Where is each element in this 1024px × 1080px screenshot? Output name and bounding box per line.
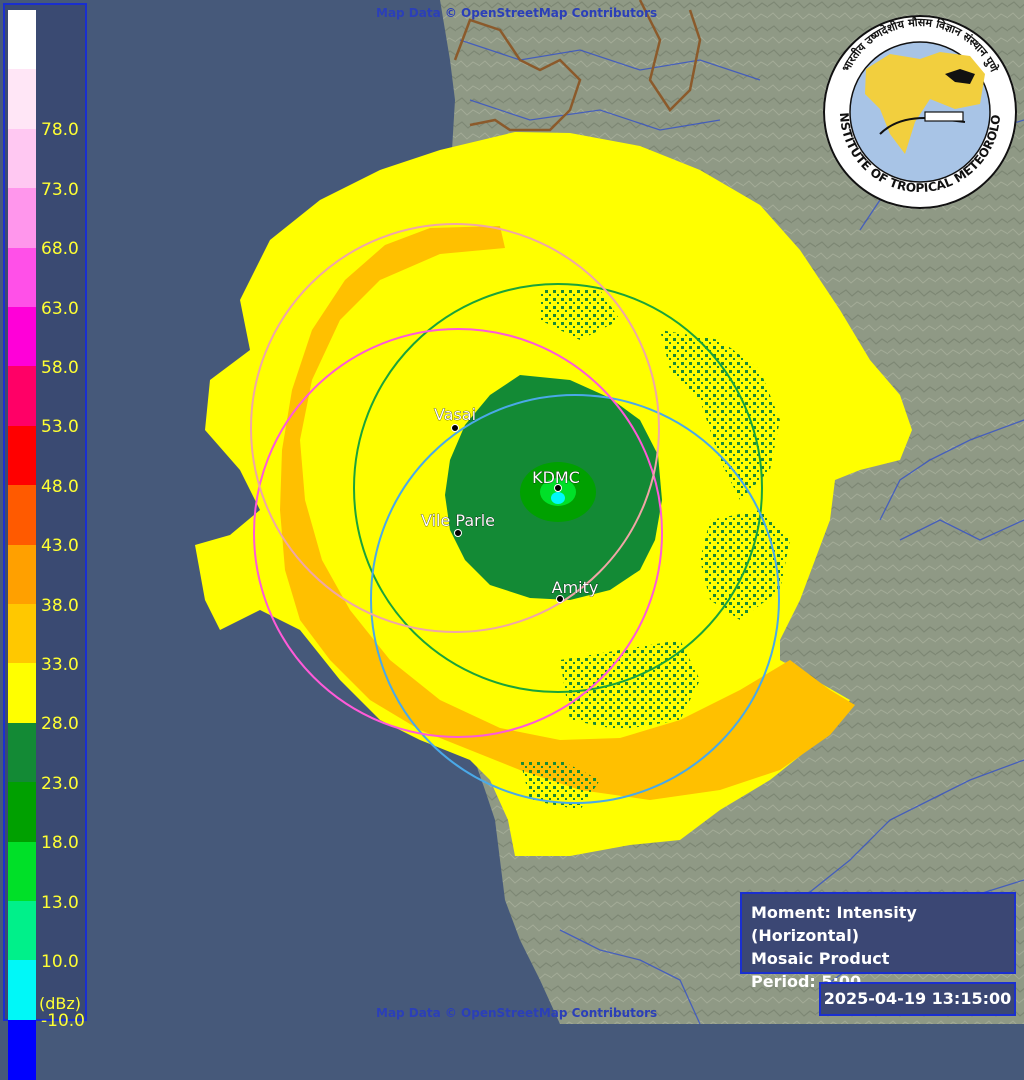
legend-swatch [8,247,36,308]
legend-swatch [8,722,36,783]
legend-tick-label: 33.0 [41,655,79,675]
site-vile-parle[interactable]: Vile Parle [421,511,495,537]
legend-swatch [8,425,36,486]
product-label: Mosaic Product [751,949,890,968]
range-ring-vile-parle [253,328,663,738]
legend-swatch [8,188,36,249]
site-kdmc[interactable]: KDMC [532,468,580,492]
product-info-box: Moment: Intensity (Horizontal) Mosaic Pr… [740,892,1016,991]
legend-swatch [8,366,36,427]
legend-swatch [8,1019,36,1080]
legend-tick-label: -10.0 [41,1011,85,1032]
legend-tick-label: 53.0 [41,417,79,438]
radar-echo [195,132,912,856]
range-ring-kdmc [353,283,763,693]
legend-tick-label: 28.0 [41,714,79,735]
legend-tick-label: 58.0 [41,358,79,378]
legend-tick-label: 48.0 [41,476,79,497]
state-boundary [453,0,702,132]
legend-tick-label: 13.0 [41,892,79,913]
site-markers: Vasai KDMC Vile Parle Amity [421,405,599,603]
legend-tick-label: 78.0 [41,120,79,141]
color-legend: 78.0 73.0 68.0 63.0 58.0 53.0 48.0 43.0 38.0 33.0… [3,3,87,1080]
map-attribution-top: Map Data © OpenStreetMap Contributors [376,6,658,20]
iitm-logo: INDIAN INSTITUTE OF TROPICAL METEOROLOGY… [820,14,1017,209]
legend-swatch [8,901,36,961]
site-label-vasai: Vasai [434,405,476,424]
legend-swatch [8,544,36,605]
legend-tick-label: 18.0 [41,833,79,854]
legend-tick-label: 73.0 [41,179,79,200]
legend-tick-label: 43.0 [41,536,79,557]
site-label-amity: Amity [552,578,599,597]
legend-tick-label: 63.0 [41,298,79,319]
site-vasai[interactable]: Vasai [434,405,476,432]
legend-swatch [8,128,36,189]
legend-tick-label: 23.0 [41,773,79,794]
legend-swatch [8,10,36,70]
map-attribution-bottom: Map Data © OpenStreetMap Contributors [376,1006,658,1020]
legend-swatch [8,841,36,902]
site-label-vile-parle: Vile Parle [421,511,495,530]
timestamp-text: 2025-04-19 13:15:00 [823,989,1012,1008]
legend-swatch [8,485,36,546]
site-amity[interactable]: Amity [551,578,599,603]
legend-swatch [8,604,36,664]
legend-unit: (dBz) [39,994,82,1013]
legend-swatch [8,307,36,367]
legend-tick-label: 10.0 [41,952,79,972]
legend-swatch [8,782,36,843]
legend-swatch [8,663,36,724]
range-rings [250,223,780,804]
legend-tick-label: 68.0 [41,239,79,260]
site-label-kdmc: KDMC [532,468,580,487]
moment-label: Moment: Intensity (Horizontal) [751,903,917,945]
range-ring-amity [370,394,780,804]
legend-swatch [8,69,36,130]
range-ring-vasai [250,223,660,633]
timestamp-box: 2025-04-19 13:15:00 [819,982,1016,1016]
legend-tick-label: 38.0 [41,595,79,616]
legend-swatch [8,960,36,1021]
